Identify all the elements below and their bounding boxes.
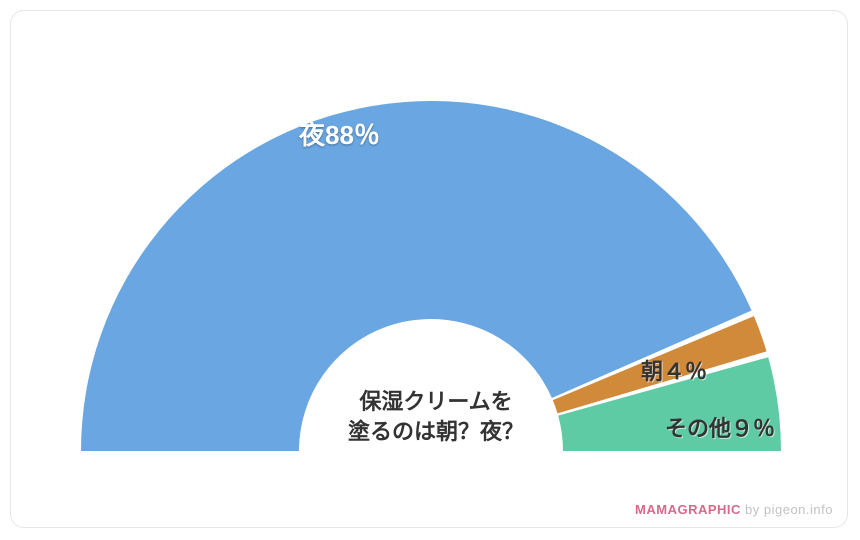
slice-label-night: 夜88％ <box>299 115 380 152</box>
semi-donut-chart: 夜88％ 朝４％ その他９％ 保湿クリームを 塗るのは朝？夜？ <box>11 11 848 528</box>
attribution-by: by pigeon.info <box>741 502 833 517</box>
center-title-line2: 塗るのは朝？夜？ <box>348 419 524 444</box>
slice-label-morning: 朝４％ <box>641 354 707 386</box>
center-title: 保湿クリームを 塗るのは朝？夜？ <box>341 387 531 446</box>
attribution-brand: MAMAGRAPHIC <box>635 502 741 517</box>
attribution: MAMAGRAPHIC by pigeon.info <box>635 502 833 517</box>
center-title-line1: 保湿クリームを <box>359 389 512 414</box>
slice-label-other: その他９％ <box>665 411 775 443</box>
card: 夜88％ 朝４％ その他９％ 保湿クリームを 塗るのは朝？夜？ MAMAGRAP… <box>10 10 848 528</box>
chart-svg <box>11 11 848 528</box>
